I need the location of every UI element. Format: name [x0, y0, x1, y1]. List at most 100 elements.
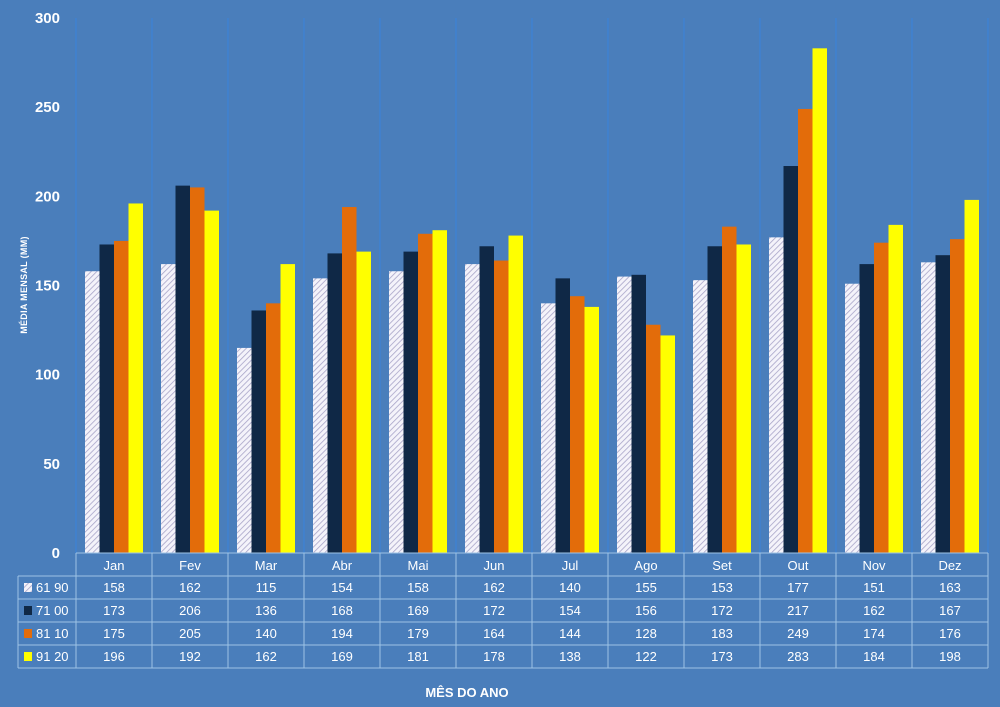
bar: [204, 210, 219, 553]
table-cell: 122: [635, 649, 657, 664]
legend-label: 81 10: [36, 626, 69, 641]
bar: [342, 207, 357, 554]
table-cell: 169: [331, 649, 353, 664]
table-cell: 136: [255, 603, 277, 618]
bar: [85, 271, 100, 553]
table-cell: 151: [863, 580, 885, 595]
table-cell: 167: [939, 603, 961, 618]
category-label: Dez: [938, 558, 961, 573]
category-label: Jul: [562, 558, 579, 573]
y-tick-label: 250: [35, 99, 60, 116]
category-label: Set: [712, 558, 732, 573]
bar: [859, 264, 874, 553]
bar: [313, 278, 328, 553]
bar: [389, 271, 404, 553]
table-cell: 183: [711, 626, 733, 641]
bar: [845, 283, 860, 553]
bar: [935, 255, 950, 553]
bar: [722, 226, 737, 553]
category-label: Ago: [634, 558, 657, 573]
bar: [251, 310, 266, 553]
data-table: Jan Fev Mar Abr Mai Jun Jul Ago Set Out Nov Dez 61 9…: [17, 552, 989, 669]
bar: [541, 303, 556, 553]
table-cell: 249: [787, 626, 809, 641]
category-label: Nov: [862, 558, 886, 573]
table-cell: 164: [483, 626, 505, 641]
table-cell: 172: [711, 603, 733, 618]
bar: [494, 260, 509, 553]
y-tick-label: 50: [43, 456, 60, 473]
bar: [769, 237, 784, 553]
table-cell: 179: [407, 626, 429, 641]
table-cell: 162: [863, 603, 885, 618]
category-label: Mai: [408, 558, 429, 573]
bar: [280, 264, 295, 553]
bar: [798, 108, 813, 553]
bar: [783, 166, 798, 553]
bar: [479, 246, 494, 553]
bar: [418, 233, 433, 554]
table-cell: 173: [711, 649, 733, 664]
bar: [327, 253, 342, 553]
legend-key: [24, 583, 32, 592]
bar: [508, 235, 523, 554]
table-cell: 163: [939, 580, 961, 595]
bar: [128, 203, 143, 553]
legend-label: 61 90: [36, 580, 69, 595]
bar: [99, 244, 114, 553]
table-cell: 144: [559, 626, 581, 641]
bars: [85, 48, 979, 554]
table-cell: 162: [483, 580, 505, 595]
category-label: Fev: [179, 558, 201, 573]
table-cell: 140: [559, 580, 581, 595]
table-cell: 172: [483, 603, 505, 618]
bar: [555, 278, 570, 553]
y-tick-label: 300: [35, 10, 60, 27]
legend-label: 71 00: [36, 603, 69, 618]
y-axis: 0 50 100 150 200 250 300: [35, 10, 60, 562]
bar: [237, 347, 252, 553]
bar: [190, 187, 205, 553]
bar: [356, 251, 371, 553]
category-label: Mar: [255, 558, 278, 573]
table-cell: 158: [103, 580, 125, 595]
category-label: Abr: [332, 558, 353, 573]
table-cell: 168: [331, 603, 353, 618]
bar: [161, 264, 176, 553]
table-cell: 156: [635, 603, 657, 618]
x-axis-label: MÊS DO ANO: [425, 685, 508, 700]
bar: [812, 48, 827, 554]
bar: [403, 251, 418, 553]
bar: [266, 303, 281, 553]
table-cell: 115: [256, 580, 277, 595]
table-cell: 154: [331, 580, 353, 595]
legend-label: 91 20: [36, 649, 69, 664]
table-cell: 194: [331, 626, 353, 641]
table-cell: 283: [787, 649, 809, 664]
bar: [660, 335, 675, 553]
table-cell: 184: [863, 649, 885, 664]
bar: [631, 274, 646, 553]
table-cell: 174: [863, 626, 885, 641]
table-cell: 198: [939, 649, 961, 664]
bar: [114, 240, 129, 553]
table-cell: 177: [787, 580, 809, 595]
table-cell: 196: [103, 649, 125, 664]
y-tick-label: 150: [35, 278, 60, 295]
table-cell: 192: [179, 649, 201, 664]
table-cell: 154: [559, 603, 581, 618]
bar: [888, 224, 903, 553]
table-cell: 181: [407, 649, 429, 664]
table-cell: 162: [255, 649, 277, 664]
table-cell: 205: [179, 626, 201, 641]
table-cell: 169: [407, 603, 429, 618]
bar: [584, 306, 599, 553]
bar: [921, 262, 936, 553]
bar: [432, 230, 447, 553]
y-tick-label: 100: [35, 367, 60, 384]
bar: [465, 264, 480, 553]
category-label: Jan: [104, 558, 125, 573]
bar: [175, 185, 190, 553]
table-cell: 206: [179, 603, 201, 618]
